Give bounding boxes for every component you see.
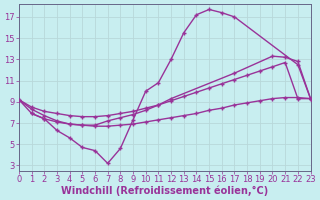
X-axis label: Windchill (Refroidissement éolien,°C): Windchill (Refroidissement éolien,°C) [61, 185, 268, 196]
